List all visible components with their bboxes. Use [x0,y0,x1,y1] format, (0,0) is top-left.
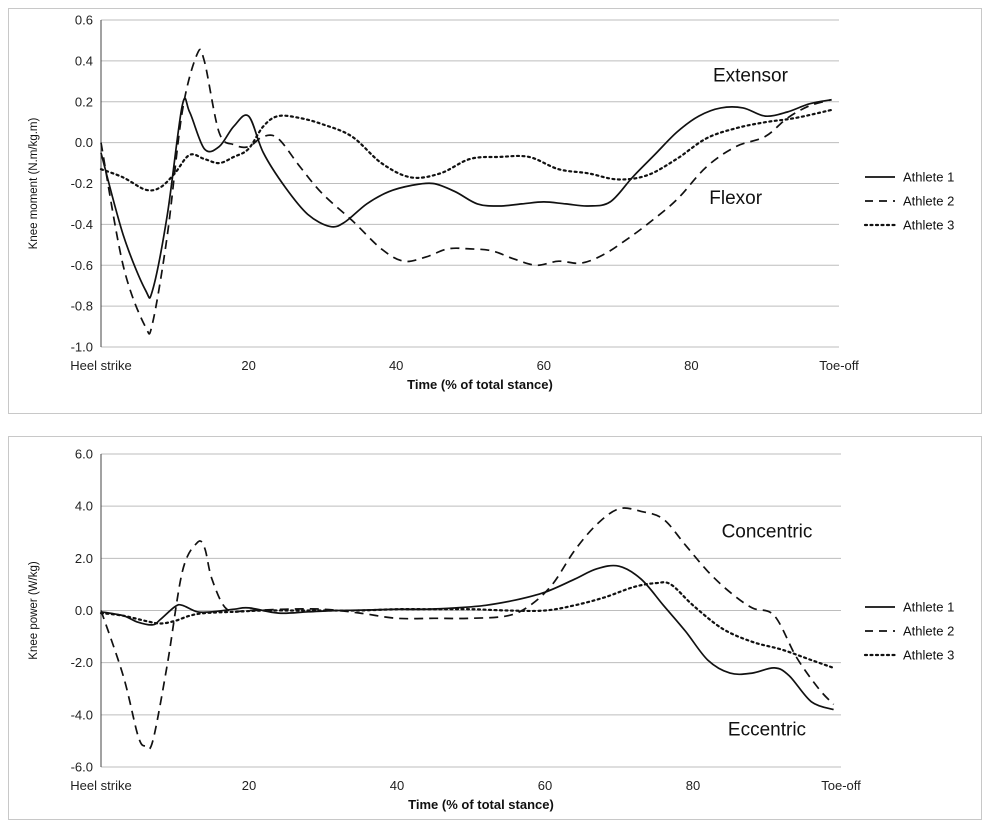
y-tick-label: 4.0 [75,499,93,514]
x-tick-label: 60 [538,778,552,793]
x-tick-label: 40 [389,358,403,373]
series-line-athlete-3 [99,581,835,669]
annotation-flexor: Flexor [709,188,762,209]
y-tick-label: -0.6 [71,258,93,273]
y-tick-label: 0.0 [75,135,93,150]
x-tick-label: 60 [537,358,551,373]
y-tick-label: -0.8 [71,299,93,314]
legend-label: Athlete 3 [903,648,954,663]
x-tick-label: 80 [684,358,698,373]
annotation-eccentric: Eccentric [728,720,806,741]
legend: Athlete 1 Athlete 2 Athlete 3 [863,170,954,233]
series-line-athlete-3 [99,108,833,192]
legend-label: Athlete 1 [903,600,954,615]
y-tick-label: 6.0 [75,447,93,462]
y-tick-label: -2.0 [71,655,93,670]
series-line-athlete-2 [100,48,832,335]
y-axis-title: Knee power (W/kg) [28,561,40,660]
x-tick-label: Toe-off [819,358,859,373]
y-axis-title: Knee moment (N.m/kg.m) [28,118,40,250]
x-tick-label: 20 [242,778,256,793]
y-tick-label: 2.0 [75,551,93,566]
y-tick-label: -6.0 [71,760,93,775]
y-tick-label: -4.0 [71,707,93,722]
y-tick-label: 0.4 [75,53,93,68]
knee-moment-chart: 0.6 0.4 0.2 0.0 -0.2 -0.4 -0.6 -0.8 -1.0 Heel str… [8,8,982,414]
knee-power-chart: 6.0 4.0 2.0 0.0 -2.0 -4.0 -6.0 Heel strike 20 40 6… [8,436,982,820]
series-line-athlete-2 [100,507,835,750]
y-tick-label: -0.2 [71,176,93,191]
x-axis-title: Time (% of total stance) [407,377,553,392]
series-line-athlete-1 [100,564,834,711]
x-tick-label: 40 [390,778,404,793]
y-tick-label: 0.2 [75,94,93,109]
legend: Athlete 1 Athlete 2 Athlete 3 [863,600,954,663]
legend-label: Athlete 3 [903,218,954,233]
legend-label: Athlete 2 [903,194,954,209]
y-tick-label: 0.6 [75,13,93,28]
y-tick-label: -0.4 [71,217,93,232]
legend-label: Athlete 1 [903,170,954,185]
y-tick-label: -1.0 [71,340,93,355]
x-tick-label: Toe-off [821,778,861,793]
legend-label: Athlete 2 [903,624,954,639]
x-tick-label: Heel strike [70,358,131,373]
series-line-athlete-1 [100,97,832,299]
annotation-extensor: Extensor [713,65,789,86]
x-tick-label: Heel strike [70,778,131,793]
knee-power-plot: 6.0 4.0 2.0 0.0 -2.0 -4.0 -6.0 Heel strike 20 40 6… [28,447,954,813]
y-tick-label: 0.0 [75,603,93,618]
knee-moment-plot: 0.6 0.4 0.2 0.0 -0.2 -0.4 -0.6 -0.8 -1.0 Heel str… [28,13,954,393]
x-tick-label: 80 [686,778,700,793]
x-tick-label: 20 [241,358,255,373]
x-axis-title: Time (% of total stance) [408,797,554,812]
annotation-concentric: Concentric [722,521,813,542]
